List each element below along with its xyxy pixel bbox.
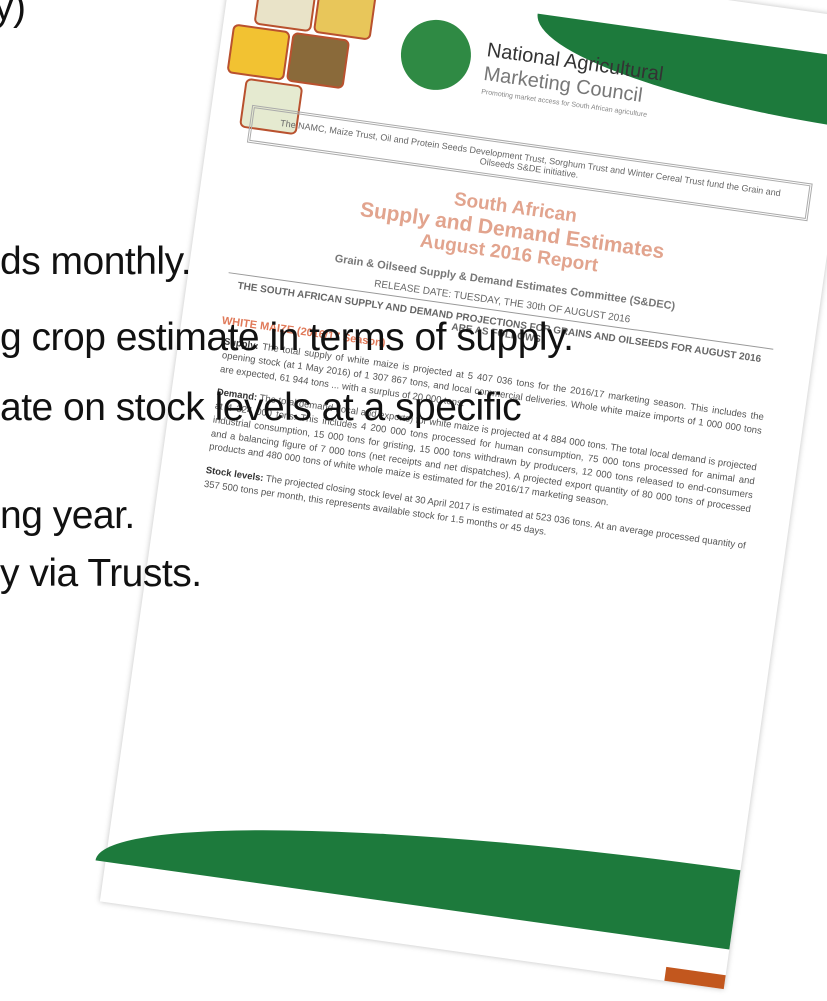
bullet-text: g crop estimate in terms of supply. (0, 316, 574, 360)
crop-image (286, 32, 350, 90)
bullet-text: y via Trusts. (0, 552, 202, 596)
crop-image (226, 23, 290, 81)
color-bar (664, 967, 725, 989)
slide: National Agricultural Marketing Council … (0, 0, 827, 1001)
bullet-text: ng year. (0, 494, 135, 538)
bullet-text: ds monthly. (0, 240, 191, 284)
crop-image (313, 0, 377, 41)
document-image: National Agricultural Marketing Council … (100, 0, 827, 989)
green-swoosh (96, 781, 741, 949)
bullet-text: y) (0, 0, 26, 30)
body-text: Supply: The total supply of white maize … (202, 335, 765, 577)
bullet-text: ate on stock levels at a specific (0, 386, 521, 430)
namc-logo (396, 15, 475, 94)
